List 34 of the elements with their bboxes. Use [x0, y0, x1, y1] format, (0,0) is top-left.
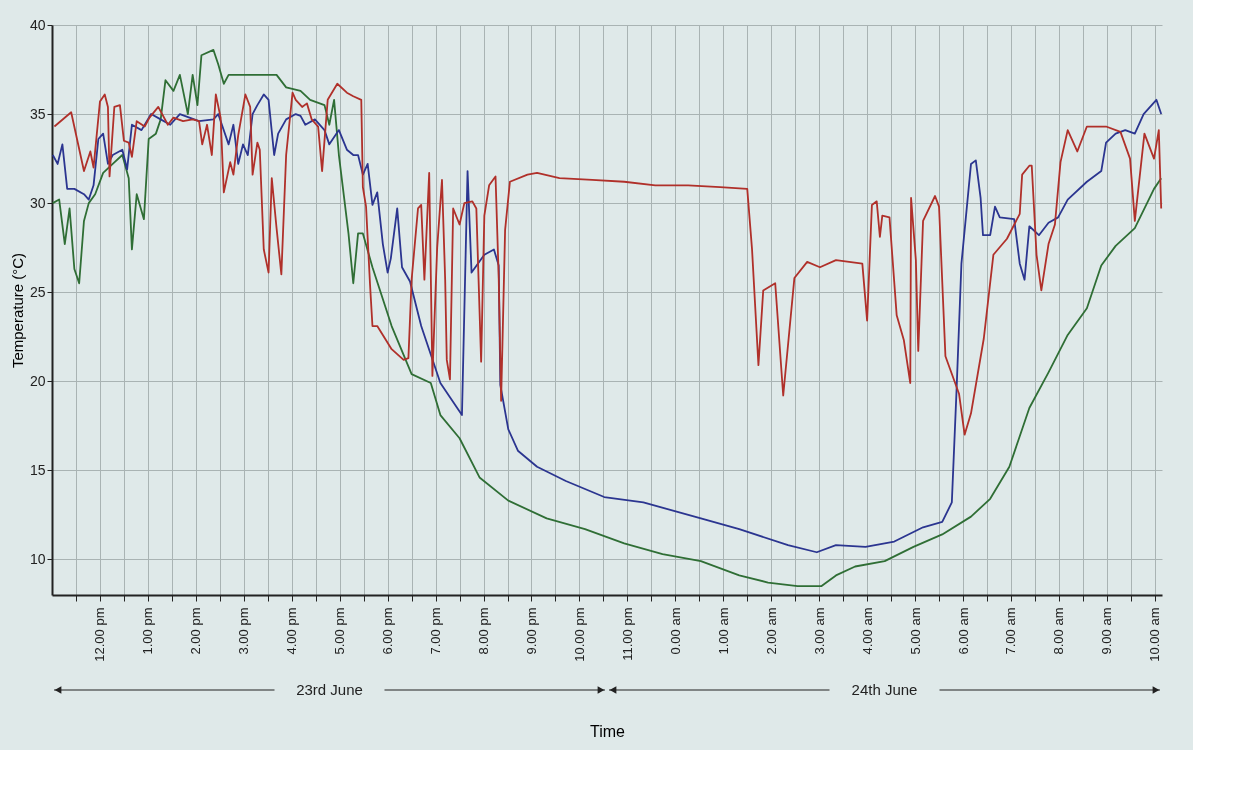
x-tick-label: 9.00 pm	[523, 607, 539, 655]
text: 24th June	[851, 681, 918, 698]
y-tick-label: 10	[29, 550, 46, 567]
y-axis-title: Temperature (°C)	[8, 252, 26, 369]
x-tick-label: 6.00 pm	[380, 607, 396, 655]
x-tick-label: 2.00 am	[763, 607, 779, 655]
y-tick-label: 40	[29, 16, 46, 33]
x-tick-label: 5.00 am	[907, 607, 923, 655]
y-tick-label: 25	[29, 283, 46, 300]
x-axis-title: Time	[590, 722, 626, 740]
y-tick-label: 30	[29, 194, 46, 211]
y-tick-label: 35	[29, 105, 46, 122]
x-tick-label: 8.00 pm	[476, 607, 492, 655]
x-tick-label: 8.00 am	[1051, 607, 1067, 655]
x-tick-label: 3.00 pm	[236, 607, 252, 655]
x-tick-label: 7.00 am	[1003, 607, 1019, 655]
x-tick-label: 5.00 pm	[332, 607, 348, 655]
text: 23rd June	[296, 681, 363, 698]
x-tick-label: 11.00 pm	[619, 607, 635, 661]
y-tick-label: 15	[29, 461, 46, 478]
x-tick-label: 1.00 pm	[140, 607, 156, 655]
x-tick-label: 1.00 am	[715, 607, 731, 655]
x-tick-label: 10.00 pm	[571, 607, 587, 662]
x-tick-label: 12.00 pm	[92, 607, 108, 662]
x-tick-label: 9.00 am	[1099, 607, 1115, 655]
x-tick-label: 2.00 pm	[188, 607, 204, 655]
x-tick-label: 4.00 pm	[284, 607, 300, 655]
x-tick-label: 0.00 am	[667, 607, 683, 655]
x-tick-label: 6.00 am	[955, 607, 971, 655]
x-tick-label: 10.00 am	[1147, 607, 1163, 662]
x-tick-label: 7.00 pm	[428, 607, 444, 655]
x-tick-label: 3.00 am	[811, 607, 827, 655]
y-tick-label: 20	[29, 372, 46, 389]
x-tick-label: 4.00 am	[859, 607, 875, 655]
